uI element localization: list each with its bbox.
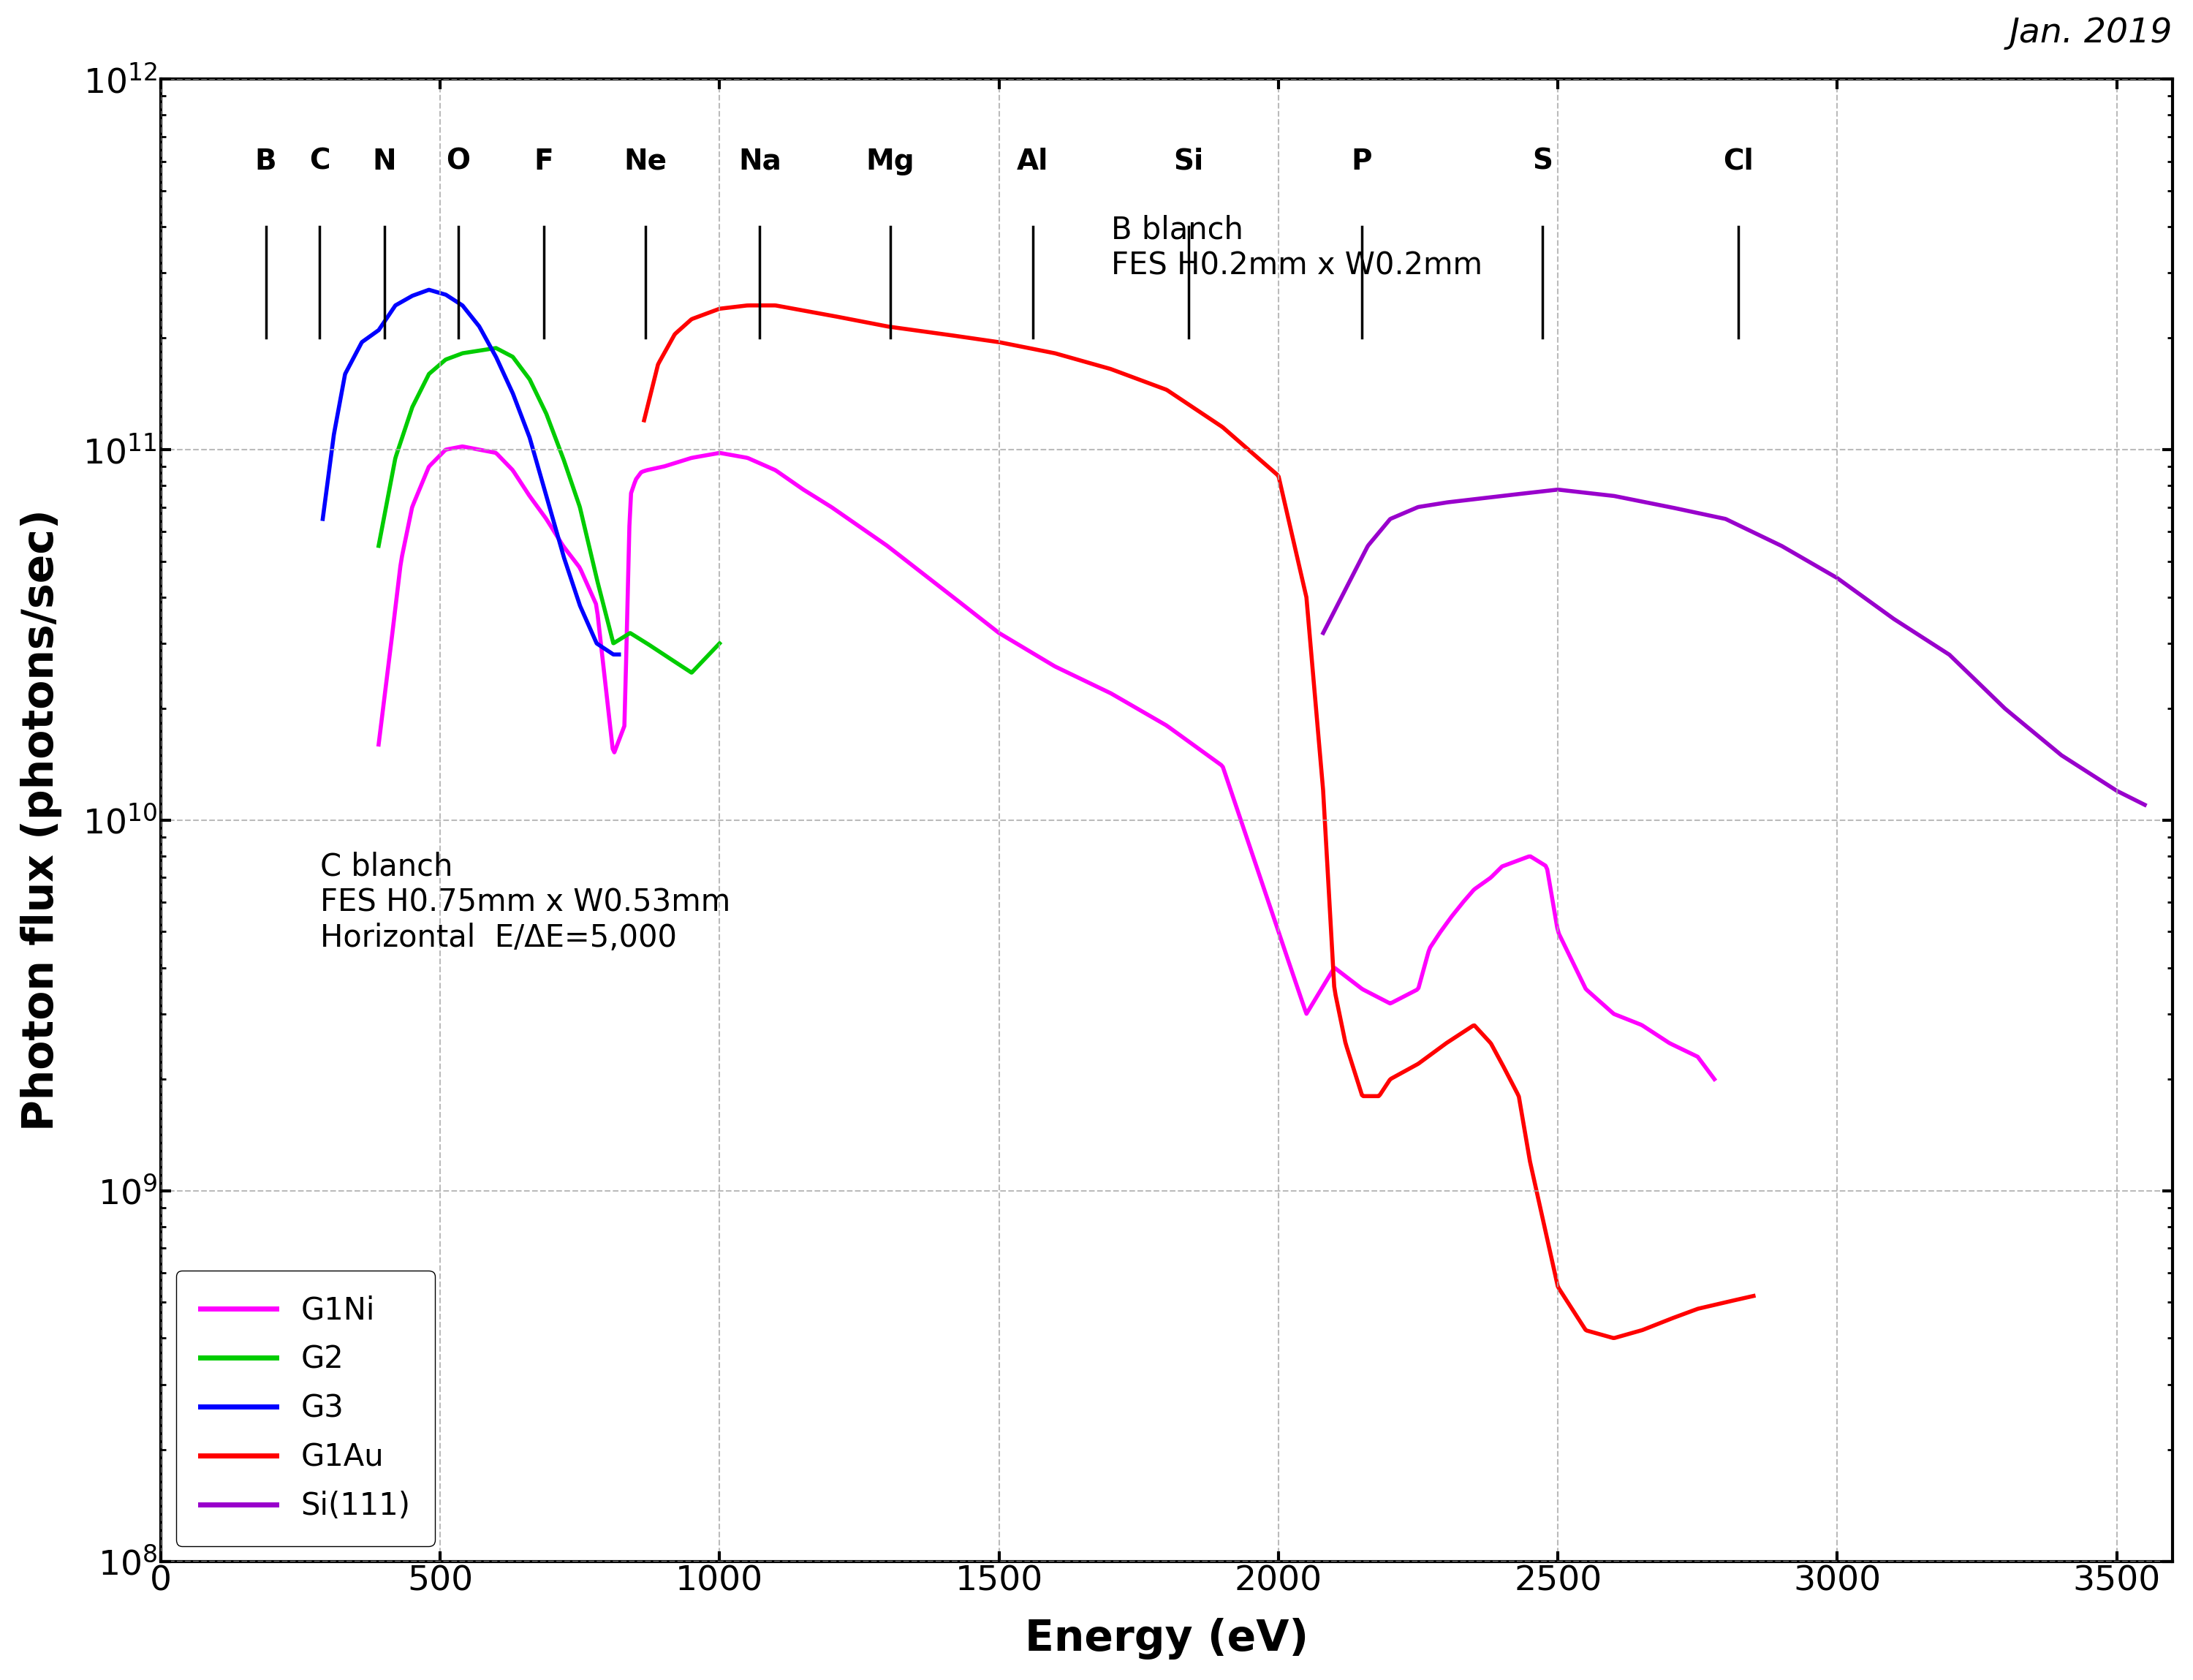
Si(111) [1809, 559, 1836, 580]
Si(111) [2018, 721, 2044, 741]
Line: G2: G2 [379, 348, 719, 672]
Si(111) [1309, 623, 1336, 643]
Line: G1Au: G1Au [645, 306, 1754, 1337]
Text: Jan. 2019: Jan. 2019 [2009, 17, 2173, 49]
G1Au [735, 296, 761, 316]
Text: Cl: Cl [1724, 148, 1754, 175]
Si(111) [1544, 479, 1570, 499]
X-axis label: Energy (eV): Energy (eV) [1024, 1618, 1309, 1660]
G3 [489, 361, 515, 381]
Line: Si(111): Si(111) [1322, 489, 2145, 805]
G1Au [1305, 732, 1331, 753]
G2 [482, 338, 509, 358]
G3 [535, 491, 561, 511]
Line: G1Ni: G1Ni [379, 447, 1715, 1079]
Si(111) [1360, 529, 1386, 549]
G1Au [632, 410, 658, 430]
Text: Ne: Ne [623, 148, 667, 175]
G2 [660, 650, 686, 670]
G3 [601, 645, 627, 665]
G1Au [1588, 1324, 1614, 1344]
Text: F: F [533, 148, 553, 175]
G3 [417, 281, 443, 301]
G1Ni [447, 437, 474, 457]
Si(111) [1934, 643, 1961, 664]
G1Au [1340, 1055, 1366, 1075]
G1Ni [1178, 732, 1204, 753]
G1Ni [1379, 991, 1406, 1011]
Text: Mg: Mg [866, 148, 914, 175]
G2 [386, 435, 412, 455]
G1Au [700, 301, 726, 321]
Text: C: C [309, 148, 329, 175]
G1Au [1276, 514, 1303, 534]
Si(111) [1833, 576, 1860, 596]
G2 [625, 628, 651, 648]
G1Au [1474, 1028, 1500, 1048]
Text: C blanch
FES H0.75mm x W0.53mm
Horizontal  E/ΔE=5,000: C blanch FES H0.75mm x W0.53mm Horizonta… [320, 852, 730, 953]
G1Au [1741, 1285, 1768, 1305]
G2 [564, 489, 590, 509]
G1Ni [1217, 781, 1243, 801]
G2 [366, 536, 393, 556]
Text: N: N [373, 148, 397, 175]
Line: G3: G3 [322, 291, 618, 655]
G1Ni [450, 437, 476, 457]
Text: P: P [1351, 148, 1373, 175]
G1Ni [1702, 1068, 1728, 1089]
G2 [706, 633, 732, 654]
G3 [482, 344, 509, 365]
Text: Al: Al [1018, 148, 1048, 175]
Text: O: O [445, 148, 469, 175]
G2 [572, 522, 599, 543]
Text: B blanch
FES H0.2mm x W0.2mm: B blanch FES H0.2mm x W0.2mm [1112, 215, 1482, 281]
Text: Na: Na [739, 148, 781, 175]
Text: S: S [1533, 148, 1553, 175]
G1Au [1601, 1327, 1627, 1347]
G2 [678, 662, 704, 682]
G1Ni [366, 734, 393, 754]
G3 [309, 509, 336, 529]
Si(111) [1787, 548, 1814, 568]
Text: B: B [254, 148, 276, 175]
G3 [327, 386, 353, 407]
G2 [583, 566, 610, 586]
G1Ni [1143, 709, 1169, 729]
G3 [566, 590, 592, 610]
G3 [498, 381, 524, 402]
Text: Si: Si [1173, 148, 1204, 175]
Y-axis label: Photon flux (photons/sec): Photon flux (photons/sec) [20, 509, 61, 1131]
Legend: G1Ni, G2, G3, G1Au, Si(111): G1Ni, G2, G3, G1Au, Si(111) [175, 1270, 434, 1546]
G3 [605, 645, 632, 665]
Si(111) [2132, 795, 2158, 815]
G1Ni [1518, 847, 1544, 867]
